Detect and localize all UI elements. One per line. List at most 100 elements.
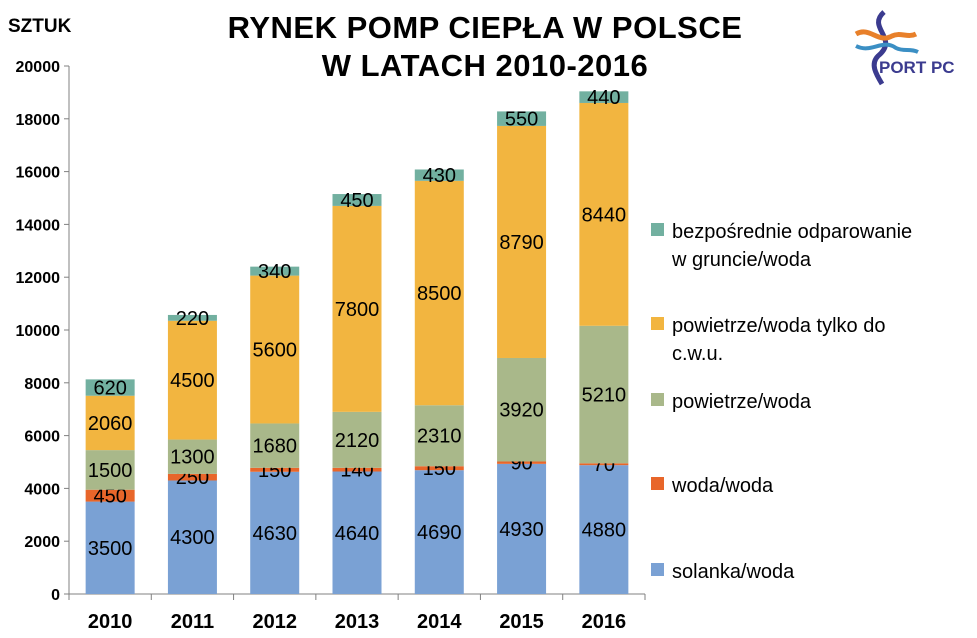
legend-swatch	[651, 477, 664, 490]
y-tick-label: 16000	[16, 165, 61, 182]
y-tick-label: 8000	[24, 376, 60, 393]
data-label: 1500	[88, 460, 133, 482]
legend-swatch	[651, 317, 664, 330]
y-axis-label: SZTUK	[8, 16, 72, 37]
data-label: 450	[340, 190, 373, 212]
x-tick-label: 2013	[335, 611, 380, 633]
bar-segment	[167, 473, 217, 481]
data-label: 4640	[335, 523, 380, 545]
legend-swatch	[651, 223, 664, 236]
x-tick-label: 2014	[417, 611, 462, 633]
bar-segment	[85, 489, 135, 502]
y-tick-label: 6000	[24, 429, 60, 446]
logo-text: PORT PC	[879, 58, 955, 77]
data-label: 8790	[499, 232, 544, 254]
legend-label: powietrze/woda tylko do	[672, 315, 885, 337]
data-label: 5210	[582, 385, 627, 407]
bar-segment	[414, 405, 464, 467]
data-label: 8440	[582, 204, 627, 226]
legend-label: w gruncie/woda	[671, 249, 812, 271]
data-label: 2310	[417, 426, 462, 448]
x-tick-label: 2016	[582, 611, 627, 633]
data-label: 8500	[417, 283, 462, 305]
bar-segment	[85, 501, 135, 594]
bar-segment	[579, 463, 629, 466]
bar-segment	[579, 465, 629, 594]
bar-segment	[414, 169, 464, 181]
bar-segment	[579, 325, 629, 464]
data-label: 220	[176, 308, 209, 330]
legend-swatch	[651, 393, 664, 406]
y-tick-label: 12000	[16, 270, 61, 287]
bar-segment	[579, 102, 629, 326]
y-tick-label: 20000	[16, 59, 61, 76]
data-label: 550	[505, 109, 538, 131]
y-tick-label: 14000	[16, 217, 61, 234]
legend-label: solanka/woda	[672, 561, 795, 583]
data-label: 4930	[499, 519, 544, 541]
data-label: 340	[258, 261, 291, 283]
bar-segment	[250, 423, 300, 468]
bar-segment	[332, 467, 382, 472]
bar-segment	[250, 471, 300, 594]
bar-segment	[332, 205, 382, 412]
x-tick-label: 2012	[252, 611, 297, 633]
data-label: 4880	[582, 520, 627, 542]
bar-segment	[167, 320, 217, 440]
x-tick-label: 2010	[88, 611, 133, 633]
x-tick-label: 2011	[171, 611, 214, 633]
bar-segment	[332, 471, 382, 594]
bar-segment	[167, 480, 217, 594]
bar-segment	[167, 439, 217, 474]
port-pc-logo	[854, 10, 919, 86]
y-tick-label: 18000	[16, 112, 61, 129]
bar-segment	[414, 470, 464, 594]
bar-segment	[332, 411, 382, 468]
bar-segment	[497, 111, 547, 126]
data-label: 440	[587, 87, 620, 109]
data-label: 7800	[335, 299, 380, 321]
bar-segment	[497, 461, 547, 464]
chart-title-line2: W LATACH 2010-2016	[321, 48, 649, 83]
x-tick-label: 2015	[499, 611, 544, 633]
bar-segment	[414, 466, 464, 471]
data-label: 620	[93, 378, 126, 400]
bar-segment	[85, 450, 135, 490]
legend-label: woda/woda	[671, 475, 774, 497]
data-label: 1300	[170, 447, 215, 469]
bar-segment	[167, 314, 217, 321]
bar-segment	[497, 357, 547, 462]
data-label: 430	[423, 165, 456, 187]
bar-segment	[250, 275, 300, 424]
bar-segment	[250, 266, 300, 276]
data-label: 4500	[170, 370, 215, 392]
bar-segment	[497, 125, 547, 358]
data-label: 450	[93, 486, 126, 508]
data-label: 2060	[88, 413, 133, 435]
legend-label: bezpośrednie odparowanie	[672, 221, 912, 243]
data-label: 2120	[335, 430, 380, 452]
legend-swatch	[651, 563, 664, 576]
bar-segment	[414, 180, 464, 406]
data-label: 5600	[252, 340, 297, 362]
legend-label: c.w.u.	[672, 343, 723, 365]
data-label: 4630	[252, 523, 297, 545]
bar-segment	[332, 194, 382, 206]
data-label: 4300	[170, 527, 215, 549]
chart-title-line1: RYNEK POMP CIEPŁA W POLSCE	[227, 10, 743, 45]
y-tick-label: 10000	[16, 323, 61, 340]
data-label: 1680	[252, 436, 297, 458]
y-tick-label: 4000	[24, 481, 60, 498]
bar-segment	[497, 463, 547, 594]
data-label: 3920	[499, 400, 544, 422]
legend-label: powietrze/woda	[672, 391, 812, 413]
y-tick-label: 2000	[24, 534, 60, 551]
y-tick-label: 0	[51, 587, 60, 604]
data-label: 3500	[88, 538, 133, 560]
bar-segment	[85, 395, 135, 451]
data-label: 4690	[417, 522, 462, 544]
bar-segment	[85, 379, 135, 396]
bar-segment	[579, 91, 629, 103]
bar-segment	[250, 467, 300, 472]
